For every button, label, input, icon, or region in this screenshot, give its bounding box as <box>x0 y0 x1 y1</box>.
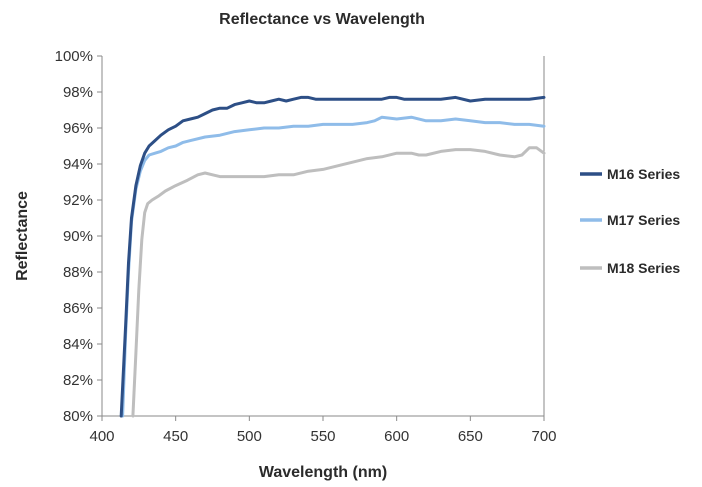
y-tick-label: 92% <box>63 192 93 209</box>
x-tick-label: 700 <box>531 428 556 445</box>
y-tick-label: 80% <box>63 408 93 425</box>
x-tick-label: 400 <box>89 428 114 445</box>
m17-series-line <box>121 115 546 418</box>
legend-label-m17-series: M17 Series <box>607 212 680 228</box>
y-axis-title: Reflectance <box>14 191 31 281</box>
legend: M16 Series M17 Series M18 Series <box>580 166 680 276</box>
y-axis-ticks: 80% 82% 84% 86% 88% 90% 92% 94% 96% 98% 100% <box>55 48 102 425</box>
x-tick-label: 650 <box>458 428 483 445</box>
y-tick-label: 84% <box>63 336 93 353</box>
chart-title: Reflectance vs Wavelength <box>219 11 425 28</box>
y-tick-label: 82% <box>63 372 93 389</box>
x-tick-label: 600 <box>384 428 409 445</box>
y-tick-label: 90% <box>63 228 93 245</box>
x-axis-ticks: 400 450 500 550 600 650 700 <box>89 416 557 445</box>
series-lines <box>119 95 546 418</box>
y-tick-label: 96% <box>63 120 93 137</box>
y-tick-label: 86% <box>63 300 93 317</box>
m18-series-line <box>131 146 546 418</box>
x-tick-label: 450 <box>163 428 188 445</box>
y-tick-label: 98% <box>63 84 93 101</box>
x-tick-label: 550 <box>310 428 335 445</box>
y-tick-label: 100% <box>55 48 93 65</box>
m16-series-line <box>119 95 546 418</box>
legend-label-m18-series: M18 Series <box>607 260 680 276</box>
legend-label-m16-series: M16 Series <box>607 166 680 182</box>
plot-area <box>101 56 545 417</box>
x-axis-title: Wavelength (nm) <box>259 464 387 481</box>
x-tick-label: 500 <box>237 428 262 445</box>
y-tick-label: 94% <box>63 156 93 173</box>
y-tick-label: 88% <box>63 264 93 281</box>
